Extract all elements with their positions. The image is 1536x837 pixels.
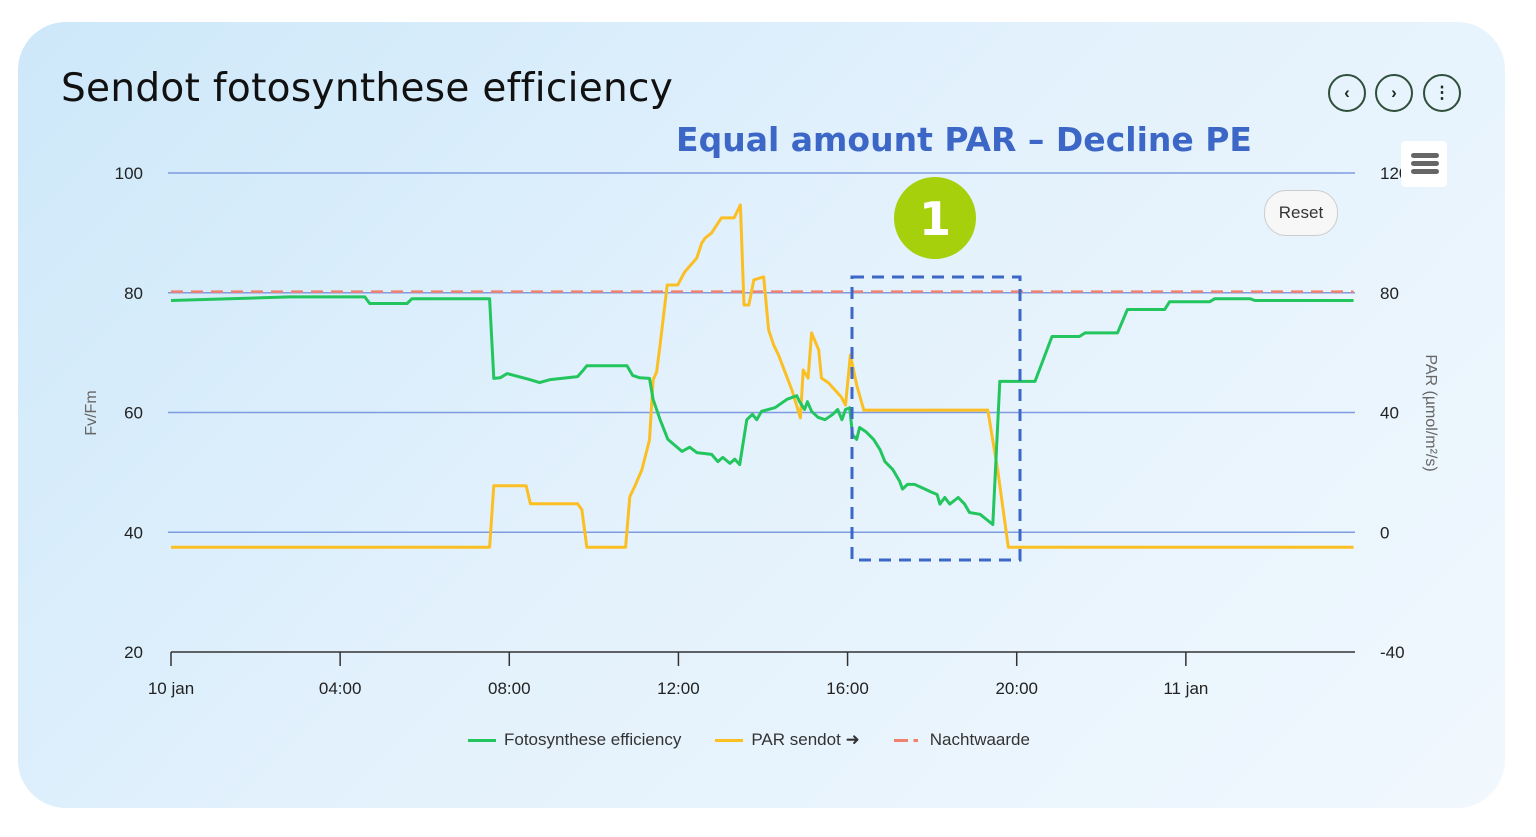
y-tick-label: 60	[124, 404, 143, 423]
x-tick-label: 10 jan	[148, 679, 194, 698]
prev-button[interactable]: ‹	[1328, 74, 1366, 112]
legend-item-par[interactable]: PAR sendot ➜	[715, 730, 860, 750]
legend-label: Nachtwaarde	[929, 730, 1030, 749]
x-tick-label: 16:00	[826, 679, 869, 698]
chart-menu-button[interactable]	[1401, 141, 1447, 187]
y2-tick-label: -40	[1380, 643, 1405, 662]
annotation-badge-number: 1	[919, 192, 951, 246]
series-line-0	[170, 295, 1354, 526]
legend: Fotosynthese efficiency PAR sendot ➜ Nac…	[468, 730, 1030, 750]
chevron-right-icon: ›	[1391, 83, 1397, 102]
legend-swatch	[715, 738, 744, 742]
y-tick-label: 80	[124, 284, 143, 303]
y2-tick-label: 80	[1380, 284, 1399, 303]
y-tick-label: 20	[124, 643, 143, 662]
y2-axis-title: PAR (µmol/m²/s)	[1422, 354, 1439, 471]
more-button[interactable]: ⋮	[1423, 74, 1461, 112]
chevron-left-icon: ‹	[1344, 83, 1350, 102]
x-tick-label: 11 jan	[1163, 679, 1208, 698]
series-line-1	[171, 203, 1354, 549]
legend-item-fotosynthese[interactable]: Fotosynthese efficiency	[468, 730, 681, 750]
page-title: Sendot fotosynthese efficiency	[61, 66, 674, 111]
legend-swatch	[893, 738, 922, 742]
legend-item-nachtwaarde[interactable]: Nachtwaarde	[893, 730, 1030, 750]
annotation-badge	[894, 177, 976, 259]
next-button[interactable]: ›	[1375, 74, 1413, 112]
annotation-box	[850, 275, 1022, 562]
legend-label: PAR sendot ➜	[751, 730, 860, 749]
y-tick-label: 40	[124, 523, 143, 542]
legend-swatch	[468, 738, 496, 742]
x-tick-label: 20:00	[995, 679, 1038, 698]
more-vertical-icon: ⋮	[1433, 83, 1451, 102]
y-axis-title: Fv/Fm	[83, 390, 100, 435]
legend-label: Fotosynthese efficiency	[504, 730, 682, 749]
y-tick-label: 100	[115, 164, 143, 183]
y2-tick-label: 40	[1380, 404, 1399, 423]
reset-zoom-button[interactable]: Reset	[1264, 190, 1338, 236]
annotation-title: Equal amount PAR – Decline PE	[676, 120, 1252, 159]
x-tick-label: 12:00	[657, 679, 700, 698]
x-tick-label: 04:00	[319, 679, 362, 698]
chart-card	[18, 22, 1505, 808]
x-tick-label: 08:00	[488, 679, 531, 698]
y2-tick-label: 0	[1380, 523, 1389, 542]
